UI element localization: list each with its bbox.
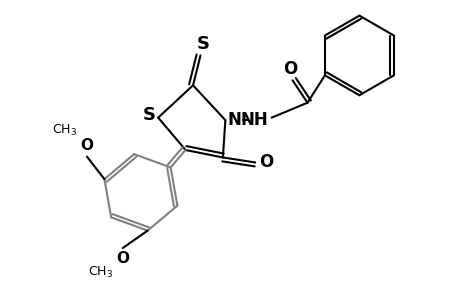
Text: NH: NH: [240, 111, 268, 129]
Text: O: O: [116, 251, 129, 266]
Text: O: O: [258, 153, 273, 171]
Text: CH$_3$: CH$_3$: [52, 123, 77, 138]
Text: O: O: [282, 60, 297, 78]
Text: N: N: [227, 111, 241, 129]
Text: O: O: [80, 138, 93, 153]
Text: CH$_3$: CH$_3$: [88, 266, 112, 280]
Text: S: S: [196, 35, 209, 53]
Text: S: S: [142, 106, 156, 124]
